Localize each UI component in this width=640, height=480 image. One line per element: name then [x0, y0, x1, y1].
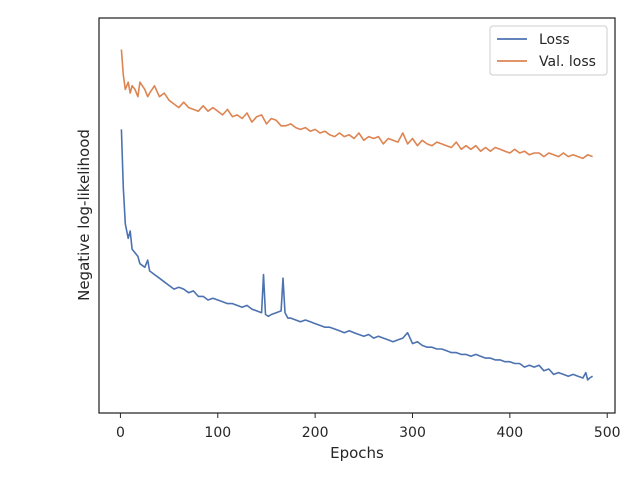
- legend-label-val-loss: Val. loss: [539, 54, 596, 70]
- x-axis-ticks: 0 100 200 300 400 500: [116, 413, 621, 441]
- x-axis-label: Epochs: [330, 444, 384, 462]
- x-tick-label: 100: [204, 425, 231, 441]
- y-axis-label: Negative log-likelihood: [75, 129, 93, 301]
- x-tick-label: 0: [116, 425, 125, 441]
- plot-area: [98, 17, 616, 414]
- x-tick-label: 500: [594, 425, 621, 441]
- x-tick-label: 400: [496, 425, 523, 441]
- series-line-loss: [120, 129, 594, 381]
- legend: Loss Val. loss: [489, 25, 608, 76]
- legend-label-loss: Loss: [539, 32, 570, 48]
- series-lines: [120, 49, 594, 381]
- series-line-val-loss: [120, 49, 593, 160]
- x-tick-label: 300: [399, 425, 426, 441]
- x-tick-label: 200: [302, 425, 329, 441]
